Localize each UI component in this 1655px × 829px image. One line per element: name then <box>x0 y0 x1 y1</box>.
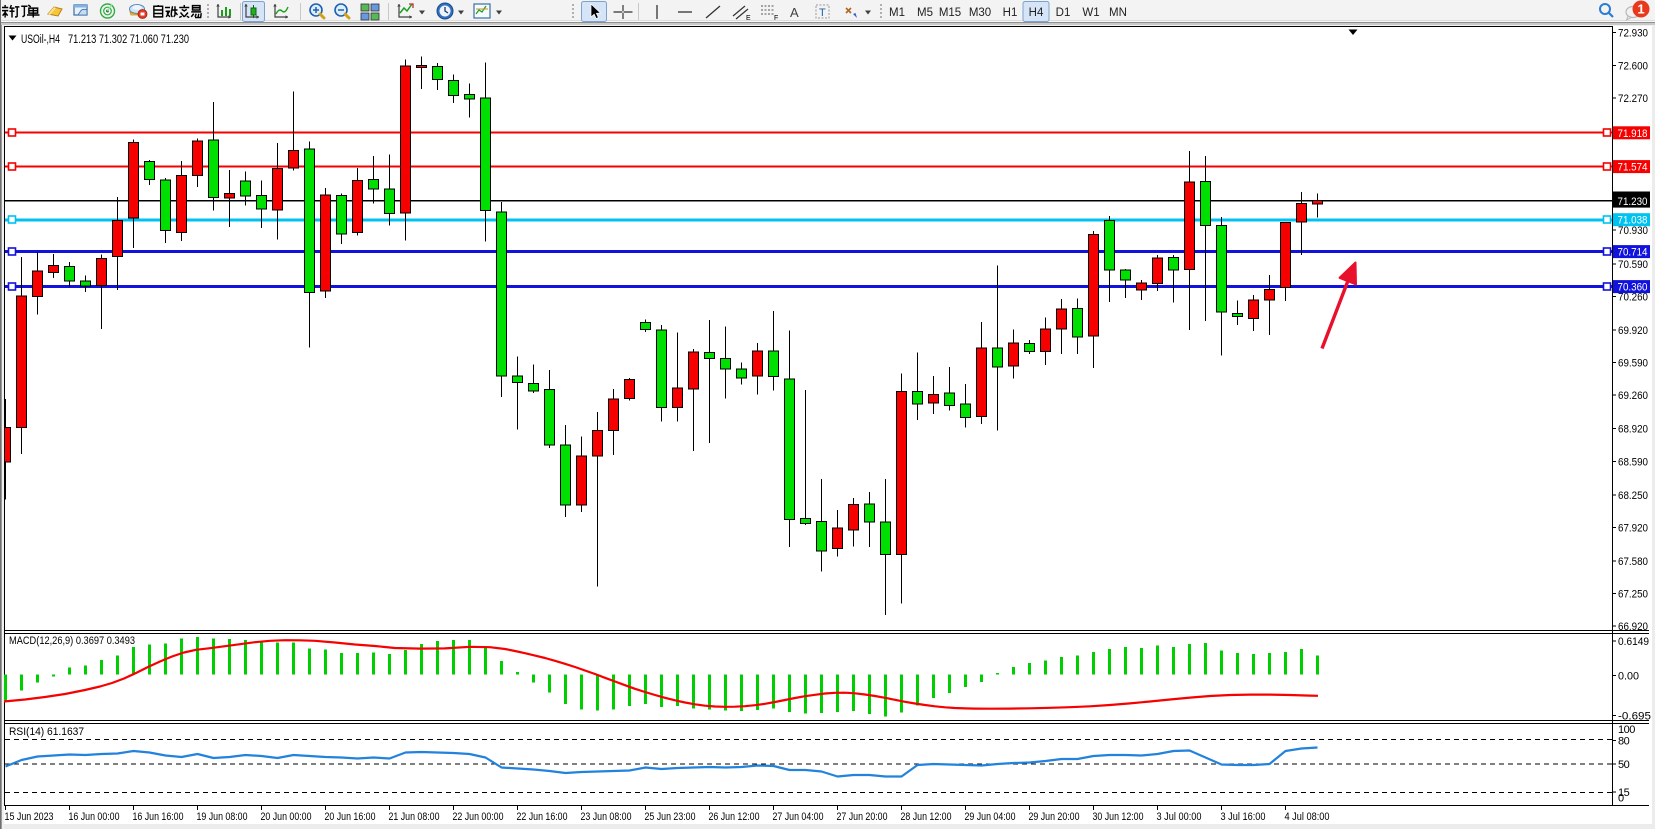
svg-text:68.920: 68.920 <box>1618 424 1648 436</box>
svg-text:W1: W1 <box>1082 7 1099 19</box>
svg-text:29 Jun 20:00: 29 Jun 20:00 <box>1029 811 1080 823</box>
svg-text:MACD(12,26,9) 0.3697 0.3493: MACD(12,26,9) 0.3697 0.3493 <box>9 635 135 647</box>
svg-text:72.930: 72.930 <box>1618 28 1648 40</box>
svg-text:70.590: 70.590 <box>1618 259 1648 271</box>
svg-text:T: T <box>819 7 826 19</box>
svg-text:67.920: 67.920 <box>1618 523 1648 535</box>
svg-text:22 Jun 00:00: 22 Jun 00:00 <box>453 811 504 823</box>
svg-text:A: A <box>790 5 799 20</box>
svg-text:100: 100 <box>1618 724 1635 736</box>
svg-text:F: F <box>774 15 778 22</box>
svg-text:71.574: 71.574 <box>1618 162 1648 174</box>
svg-text:0.00: 0.00 <box>1618 671 1639 683</box>
svg-text:0: 0 <box>1618 793 1624 805</box>
svg-text:D1: D1 <box>1056 7 1071 19</box>
svg-text:16 Jun 00:00: 16 Jun 00:00 <box>69 811 120 823</box>
svg-text:80: 80 <box>1618 736 1630 748</box>
svg-text:71.038: 71.038 <box>1618 215 1648 227</box>
svg-text:68.250: 68.250 <box>1618 490 1648 502</box>
svg-text:66.920: 66.920 <box>1618 621 1648 633</box>
svg-text:M15: M15 <box>939 7 961 19</box>
svg-text:22 Jun 16:00: 22 Jun 16:00 <box>517 811 568 823</box>
svg-text:29 Jun 04:00: 29 Jun 04:00 <box>965 811 1016 823</box>
svg-text:3 Jul 16:00: 3 Jul 16:00 <box>1221 811 1266 823</box>
svg-text:23 Jun 08:00: 23 Jun 08:00 <box>581 811 632 823</box>
svg-text:0.6149: 0.6149 <box>1618 636 1649 648</box>
svg-text:1: 1 <box>1637 2 1644 17</box>
svg-text:H1: H1 <box>1003 7 1018 19</box>
svg-text:71.230: 71.230 <box>1618 196 1648 208</box>
svg-text:3 Jul 00:00: 3 Jul 00:00 <box>1157 811 1202 823</box>
svg-text:69.920: 69.920 <box>1618 325 1648 337</box>
svg-text:69.590: 69.590 <box>1618 358 1648 370</box>
svg-text:72.270: 72.270 <box>1618 93 1648 105</box>
svg-text:30 Jun 12:00: 30 Jun 12:00 <box>1093 811 1144 823</box>
svg-text:USOil-,H4: USOil-,H4 <box>21 34 60 46</box>
svg-text:28 Jun 12:00: 28 Jun 12:00 <box>901 811 952 823</box>
svg-text:RSI(14) 61.1637: RSI(14) 61.1637 <box>9 726 84 738</box>
svg-text:50: 50 <box>1618 759 1630 771</box>
svg-text:M30: M30 <box>969 7 991 19</box>
svg-text:16 Jun 16:00: 16 Jun 16:00 <box>133 811 184 823</box>
svg-text:15 Jun 2023: 15 Jun 2023 <box>5 811 54 823</box>
svg-text:20 Jun 16:00: 20 Jun 16:00 <box>325 811 376 823</box>
svg-text:69.260: 69.260 <box>1618 390 1648 402</box>
svg-text:M5: M5 <box>917 7 933 19</box>
svg-text:67.250: 67.250 <box>1618 589 1648 601</box>
svg-text:71.213 71.302 71.060 71.230: 71.213 71.302 71.060 71.230 <box>68 34 189 46</box>
svg-text:MN: MN <box>1109 7 1127 19</box>
svg-text:67.580: 67.580 <box>1618 556 1648 568</box>
svg-text:70.360: 70.360 <box>1618 282 1648 294</box>
svg-text:H4: H4 <box>1029 7 1044 19</box>
svg-text:70.260: 70.260 <box>1618 291 1648 303</box>
svg-text:68.590: 68.590 <box>1618 456 1648 468</box>
svg-text:25 Jun 23:00: 25 Jun 23:00 <box>645 811 696 823</box>
svg-text:4 Jul 08:00: 4 Jul 08:00 <box>1285 811 1330 823</box>
svg-text:27 Jun 04:00: 27 Jun 04:00 <box>773 811 824 823</box>
svg-text:27 Jun 20:00: 27 Jun 20:00 <box>837 811 888 823</box>
svg-text:15: 15 <box>1618 787 1630 799</box>
svg-text:70.714: 70.714 <box>1618 247 1648 259</box>
svg-text:21 Jun 08:00: 21 Jun 08:00 <box>389 811 440 823</box>
svg-text:-0.695: -0.695 <box>1618 711 1651 723</box>
svg-text:19 Jun 08:00: 19 Jun 08:00 <box>197 811 248 823</box>
svg-text:71.918: 71.918 <box>1618 128 1648 140</box>
svg-text:E: E <box>746 15 751 22</box>
svg-text:M1: M1 <box>889 7 905 19</box>
svg-text:72.600: 72.600 <box>1618 60 1648 72</box>
svg-text:70.930: 70.930 <box>1618 225 1648 237</box>
svg-text:26 Jun 12:00: 26 Jun 12:00 <box>709 811 760 823</box>
svg-text:20 Jun 00:00: 20 Jun 00:00 <box>261 811 312 823</box>
